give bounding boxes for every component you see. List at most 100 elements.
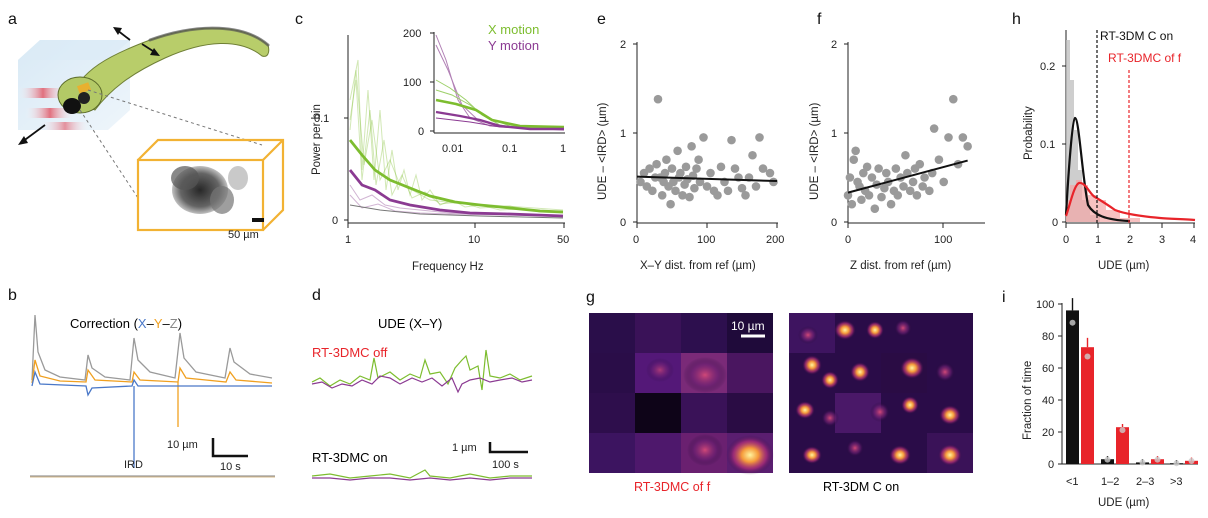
scatter-point [843,191,853,200]
panel-e-ylabel: UDE – <IRD> (µm) [597,102,609,200]
scatter-point [662,155,671,164]
panel-h-ylabel: Probability [1023,106,1035,160]
panel-b-ird-label: IRD [124,459,143,471]
scatter-point [915,159,925,169]
panel-g-mosaic-off [589,313,774,475]
panel-a-scale-label: 50 µm [228,229,259,241]
panel-d-traces [311,349,533,481]
panel-e-xtick-2: 200 [766,234,784,246]
scatter-point [687,142,696,151]
scatter-point [870,204,880,213]
panel-e-ytick-1: 1 [620,128,626,140]
scatter-point [690,183,699,193]
panel-c-inset-ytick-0: 200 [403,28,421,40]
data-dot-black-0 [1069,319,1076,326]
panel-e-scatter-points [636,94,778,209]
panel-h-on-label: RT-3DM C on [1100,29,1173,43]
scatter-point [874,164,883,173]
scatter-point [758,164,768,173]
scatter-point [667,164,677,173]
scatter-point [685,192,694,202]
scatter-point [948,94,958,104]
scatter-point [899,182,908,191]
scatter-point [694,155,703,164]
bar-red-1 [1116,427,1129,464]
panel-h-xtick-3: 3 [1159,234,1165,246]
panel-e-ytick-0: 2 [620,39,626,51]
panel-f-ytick-0: 2 [831,39,837,51]
scatter-point [706,168,715,178]
panel-i-xtick-1: 1–2 [1101,476,1119,488]
scatter-point [769,177,778,187]
panel-h-ytick-0: 0.2 [1040,61,1055,73]
scatter-point [857,195,866,205]
panel-d-on-label: RT-3DMC on [312,450,388,465]
panel-b-traces [30,314,275,478]
panel-c-inset-xtick-0: 0.01 [442,143,463,155]
scatter-point [751,182,761,191]
panel-e-ytick-2: 0 [620,217,626,229]
scatter-point [920,173,929,182]
scatter-point [648,186,657,196]
scatter-point [849,155,859,164]
panel-d-scale-x: 100 s [492,459,519,471]
panel-c-ylabel: Power per bin [311,104,323,175]
panel-c-ytick-0: 0.1 [314,113,329,125]
panel-i-xtick-2: 2–3 [1136,476,1154,488]
panel-c-xtick-0: 1 [345,234,351,246]
panel-c-inset-ytick-1: 100 [403,77,421,89]
scatter-point [695,177,705,187]
scatter-point [737,183,747,193]
data-dot-red-2 [1154,456,1161,463]
scatter-point [660,168,670,178]
scatter-point [678,191,687,200]
scatter-point [716,162,726,172]
scatter-point [929,124,939,133]
bar-red-0 [1081,347,1094,464]
panel-g-off-label: RT-3DMC of f [634,480,711,494]
panel-i-xtick-0: <1 [1066,476,1079,488]
panel-g-scale-label: 10 µm [731,319,765,333]
scatter-point [845,173,855,182]
panel-label-g: g [586,289,595,306]
scatter-point [851,146,860,156]
panel-e-xtick-0: 0 [633,234,639,246]
panel-i-ytick-1: 80 [1042,331,1054,343]
scatter-point [741,191,750,200]
panel-h-histograms [1064,30,1196,223]
scatter-point [702,182,712,191]
panel-e-axes [633,42,778,228]
panel-h-xlabel: UDE (µm) [1098,260,1150,272]
scatter-point [699,133,708,142]
scatter-point [765,168,775,178]
panel-i-xtick-3: >3 [1170,476,1183,488]
scatter-point [673,146,682,156]
panel-i-bars [1066,298,1198,467]
scatter-point [918,182,927,191]
scatter-point [636,177,645,187]
scatter-point [727,135,736,145]
scatter-point [859,168,868,178]
panel-i-ytick-0: 100 [1036,299,1054,311]
panel-i-ylabel: Fraction of time [1022,361,1034,440]
scatter-point [755,133,764,142]
panel-i-ytick-4: 20 [1042,427,1054,439]
scatter-point [645,164,654,173]
panel-h-xtick-4: 4 [1190,234,1196,246]
scatter-point [653,94,663,104]
panel-e-fit-line [636,175,778,183]
panel-c-xtick-2: 50 [557,234,569,246]
panel-c-traces [348,59,564,219]
panel-e-xlabel: X–Y dist. from ref (µm) [640,260,756,272]
panel-label-i: i [1002,289,1006,306]
panel-f-xlabel: Z dist. from ref (µm) [850,260,951,272]
scatter-point [934,155,944,164]
panel-b-scale-y: 10 µm [167,439,198,451]
panel-b-title: Correction (X–Y–Z) [70,316,182,331]
panel-h-ytick-2: 0 [1052,217,1058,229]
scatter-point [692,164,701,173]
scatter-point [864,191,874,200]
scatter-point [657,191,667,200]
scatter-point [891,164,901,173]
panel-f-ytick-2: 0 [831,217,837,229]
